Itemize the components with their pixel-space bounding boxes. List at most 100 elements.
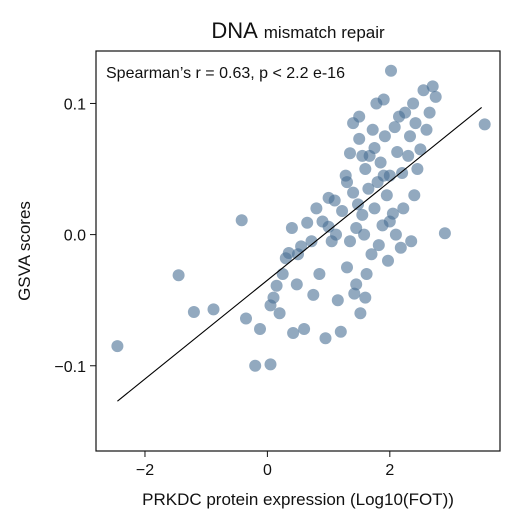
data-point-24	[305, 235, 318, 248]
data-point-36	[334, 325, 347, 338]
data-point-40	[344, 147, 356, 160]
y-tick-label: 0.1	[64, 96, 86, 113]
data-point-48	[354, 307, 367, 320]
data-point-23	[301, 216, 314, 229]
correlation-annotation: Spearman’s r = 0.63, p < 2.2 e-16	[106, 65, 345, 82]
data-point-13	[273, 307, 286, 320]
data-point-82	[408, 189, 421, 202]
data-point-81	[407, 97, 420, 110]
data-point-18	[287, 327, 300, 339]
data-points	[111, 64, 491, 372]
data-point-53	[362, 182, 375, 195]
data-point-93	[350, 278, 363, 291]
data-point-55	[365, 248, 378, 261]
data-point-49	[356, 208, 369, 221]
y-tick-label: 0.0	[64, 228, 86, 245]
data-point-65	[380, 189, 393, 202]
data-point-98	[356, 149, 369, 162]
data-point-100	[377, 169, 390, 182]
data-point-83	[409, 117, 422, 130]
data-point-94	[359, 291, 372, 304]
data-point-35	[330, 228, 342, 241]
data-point-89	[426, 80, 439, 93]
x-tick-label: 2	[385, 462, 394, 479]
data-point-5	[235, 214, 248, 227]
data-point-52	[360, 268, 373, 280]
data-point-8	[249, 359, 262, 372]
data-point-4	[207, 303, 220, 316]
data-point-85	[414, 143, 427, 156]
data-point-61	[374, 156, 387, 169]
data-point-46	[353, 132, 366, 145]
data-point-37	[336, 205, 349, 217]
data-point-45	[352, 198, 364, 211]
data-point-3	[187, 306, 200, 318]
chart-subtitle: mismatch repair	[264, 23, 385, 42]
plot-frame	[95, 50, 501, 452]
data-point-17	[285, 222, 298, 234]
data-point-75	[396, 167, 409, 179]
data-point-87	[420, 123, 433, 136]
data-point-57	[368, 202, 381, 215]
data-point-91	[438, 227, 451, 240]
data-point-41	[344, 235, 356, 248]
data-point-25	[307, 288, 320, 301]
data-point-99	[347, 117, 360, 130]
data-point-39	[341, 261, 353, 274]
data-point-16	[282, 247, 295, 259]
data-point-11	[267, 291, 280, 304]
data-point-44	[350, 222, 363, 234]
data-point-33	[328, 194, 341, 207]
data-point-34	[331, 294, 344, 307]
data-point-84	[411, 163, 424, 175]
data-point-21	[295, 240, 308, 253]
data-point-63	[377, 93, 390, 106]
axis-ticks: −2 0 2 −0.1 0.0 0.1	[54, 96, 394, 479]
data-point-96	[368, 142, 381, 154]
data-point-64	[378, 130, 391, 143]
data-point-19	[290, 278, 303, 291]
data-point-51	[359, 163, 372, 175]
data-point-30	[322, 220, 335, 233]
chart-title: DNA	[211, 18, 258, 43]
data-point-12	[270, 279, 283, 292]
data-point-7	[254, 323, 266, 335]
data-point-26	[310, 202, 323, 215]
data-point-92	[478, 118, 491, 131]
data-point-66	[382, 254, 394, 267]
data-point-78	[402, 149, 415, 162]
x-tick-label: 0	[263, 462, 272, 479]
data-point-74	[394, 241, 407, 254]
data-point-77	[399, 106, 412, 119]
y-tick-label: −0.1	[54, 359, 86, 376]
data-point-68	[385, 64, 397, 77]
data-point-1	[111, 340, 124, 353]
data-point-2	[172, 269, 185, 282]
x-tick-label: −2	[136, 462, 154, 479]
data-point-86	[417, 84, 430, 97]
x-axis-label: PRKDC protein expression (Log10(FOT))	[142, 490, 454, 509]
data-point-43	[348, 287, 361, 300]
data-point-50	[358, 228, 371, 241]
data-point-79	[404, 130, 416, 143]
data-point-97	[383, 215, 396, 228]
data-point-70	[388, 121, 401, 134]
data-point-95	[341, 176, 353, 189]
data-point-88	[423, 106, 436, 119]
data-point-9	[264, 358, 277, 371]
data-point-71	[389, 228, 402, 241]
data-point-29	[319, 332, 332, 345]
regression-line	[117, 106, 482, 402]
data-point-42	[347, 186, 360, 199]
data-point-22	[298, 323, 311, 335]
data-point-14	[276, 268, 289, 280]
data-point-6	[240, 312, 252, 325]
data-point-90	[429, 90, 442, 103]
data-point-56	[366, 123, 379, 136]
data-point-76	[397, 202, 410, 215]
data-point-80	[405, 235, 418, 248]
data-point-27	[313, 268, 326, 280]
data-point-72	[391, 146, 404, 158]
y-axis-label: GSVA scores	[15, 201, 34, 301]
